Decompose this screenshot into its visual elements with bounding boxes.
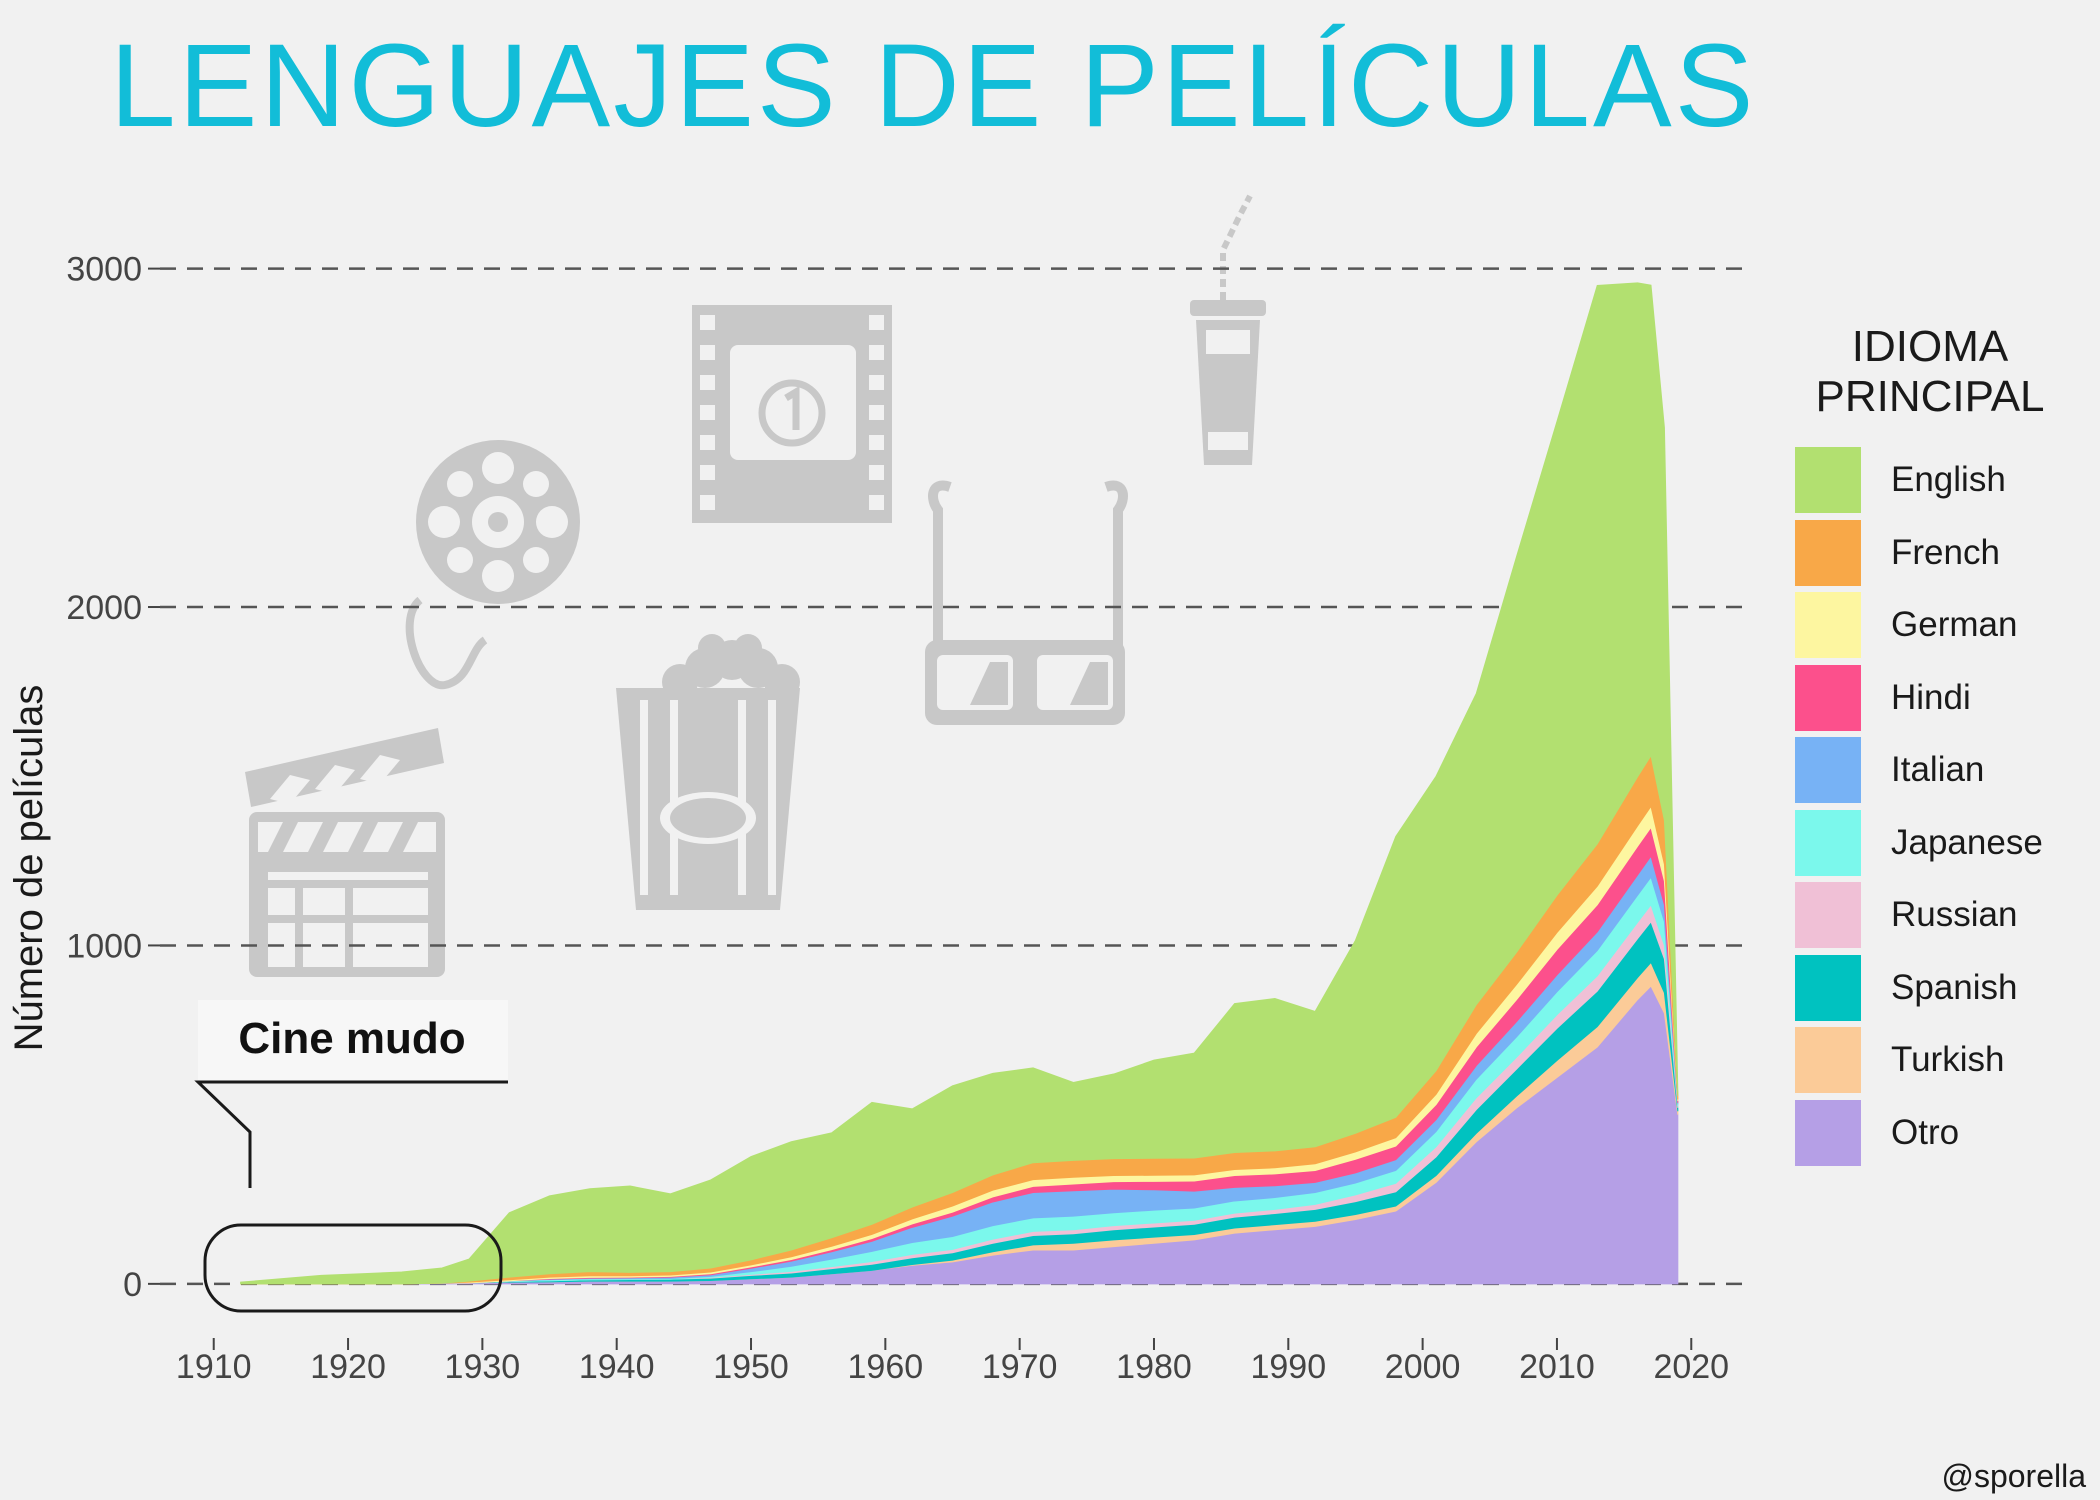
legend-item-russian: Russian <box>1795 879 2095 952</box>
y-axis-title: Número de películas <box>7 685 51 1052</box>
legend: IDIOMA PRINCIPAL English French German Hind… <box>1795 322 2095 1169</box>
legend-item-german: German <box>1795 589 2095 662</box>
x-tick-label: 2010 <box>1519 1348 1595 1386</box>
legend-swatch <box>1795 954 1861 1021</box>
legend-title-line: IDIOMA <box>1851 322 2009 371</box>
legend-swatch <box>1795 1099 1861 1166</box>
legend-swatch <box>1795 447 1861 514</box>
legend-label: Russian <box>1891 895 2018 935</box>
y-tick-label: 3000 <box>66 251 142 289</box>
legend-item-french: French <box>1795 517 2095 590</box>
legend-label: Spanish <box>1891 967 2018 1007</box>
x-tick-label: 1920 <box>310 1348 386 1386</box>
y-tick-label: 1000 <box>66 927 142 965</box>
x-tick-label: 1960 <box>848 1348 924 1386</box>
legend-title: IDIOMA PRINCIPAL <box>1795 322 2065 422</box>
legend-label: Otro <box>1891 1112 1960 1152</box>
series-area-english <box>240 282 1679 1285</box>
legend-item-turkish: Turkish <box>1795 1024 2095 1097</box>
film-reel-icon <box>405 440 580 690</box>
legend-swatch <box>1795 592 1861 659</box>
legend-label: German <box>1891 605 2018 645</box>
legend-label: Turkish <box>1891 1040 2005 1080</box>
drink-cup-icon <box>1190 194 1266 465</box>
popcorn-icon <box>616 634 800 910</box>
legend-label: Italian <box>1891 750 1985 790</box>
legend-swatch <box>1795 737 1861 804</box>
legend-swatch <box>1795 664 1861 731</box>
legend-label: French <box>1891 532 2000 572</box>
x-tick-label: 1930 <box>445 1348 521 1386</box>
legend-item-spanish: Spanish <box>1795 952 2095 1025</box>
x-tick-label: 1980 <box>1116 1348 1192 1386</box>
legend-label: Japanese <box>1891 822 2043 862</box>
y-tick-label: 2000 <box>66 589 142 627</box>
x-tick-label: 1990 <box>1250 1348 1326 1386</box>
legend-item-italian: Italian <box>1795 734 2095 807</box>
legend-item-english: English <box>1795 444 2095 517</box>
y-tick-label: 0 <box>123 1266 142 1304</box>
x-tick-label: 2000 <box>1385 1348 1461 1386</box>
3d-glasses-icon <box>925 480 1128 725</box>
film-frame-icon <box>692 305 892 523</box>
author-credit: @sporella <box>1941 1458 2086 1494</box>
legend-label: English <box>1891 460 2006 500</box>
legend-swatch <box>1795 882 1861 949</box>
legend-item-hindi: Hindi <box>1795 662 2095 735</box>
legend-items: English French German Hindi Italian Japanese R… <box>1795 444 2095 1169</box>
legend-item-otro: Otro <box>1795 1097 2095 1170</box>
x-tick-label: 1910 <box>176 1348 252 1386</box>
legend-item-japanese: Japanese <box>1795 807 2095 880</box>
silent-film-label: Cine mudo <box>238 1014 465 1063</box>
x-tick-label: 2020 <box>1653 1348 1729 1386</box>
legend-label: Hindi <box>1891 677 1971 717</box>
legend-swatch <box>1795 1027 1861 1094</box>
chart-title: LENGUAJES DE PELÍCULAS <box>110 20 1757 152</box>
x-tick-label: 1970 <box>982 1348 1058 1386</box>
x-tick-label: 1950 <box>713 1348 789 1386</box>
clapperboard-icon <box>245 728 445 977</box>
legend-swatch <box>1795 519 1861 586</box>
legend-swatch <box>1795 809 1861 876</box>
legend-title-line: PRINCIPAL <box>1815 372 2045 421</box>
silent-film-callout: Cine mudo <box>194 1000 508 1313</box>
x-tick-label: 1940 <box>579 1348 655 1386</box>
